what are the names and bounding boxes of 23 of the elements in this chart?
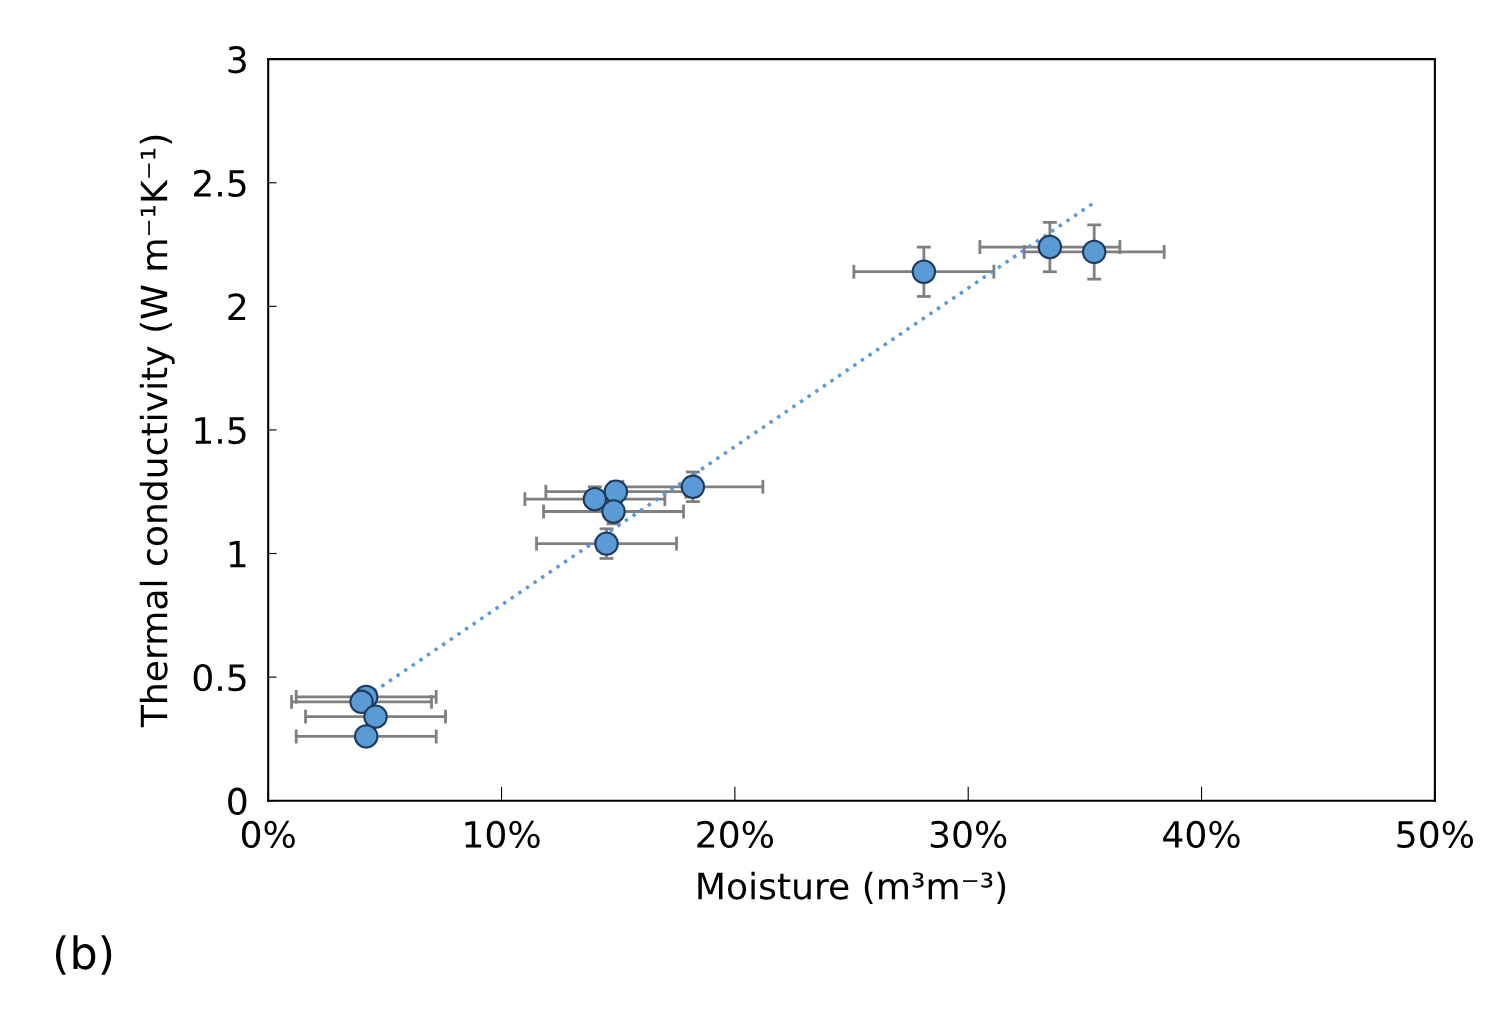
- x-tick-label: 10%: [465, 820, 540, 849]
- point: [911, 259, 937, 284]
- y-tick-label: 2: [228, 293, 246, 321]
- y-tick-label: 0.5: [193, 664, 246, 692]
- x-tick-label: 30%: [930, 820, 1007, 849]
- y-tick-label: 1: [229, 540, 246, 568]
- x-axis-title: Moisture (m³m⁻³): [698, 871, 1006, 904]
- x-tick-label: 20%: [697, 820, 774, 849]
- point: [582, 486, 608, 512]
- y-tick-label: 1.5: [195, 417, 246, 445]
- y-axis-title: Thermal conductivity (W m⁻¹K⁻¹): [139, 135, 175, 728]
- y-tick-label: 0: [228, 787, 247, 815]
- point: [1081, 239, 1107, 265]
- x-tick-label: 0%: [241, 820, 295, 849]
- text: (b): [55, 935, 112, 975]
- point: [1037, 234, 1063, 260]
- x-tick-label: 50%: [1397, 820, 1474, 849]
- point: [349, 689, 374, 715]
- point: [363, 704, 388, 729]
- x-tick-label: 40%: [1163, 820, 1240, 849]
- y-tick-label: 2.5: [193, 169, 246, 197]
- y-tick-label: 3: [228, 46, 246, 74]
- point: [353, 724, 379, 749]
